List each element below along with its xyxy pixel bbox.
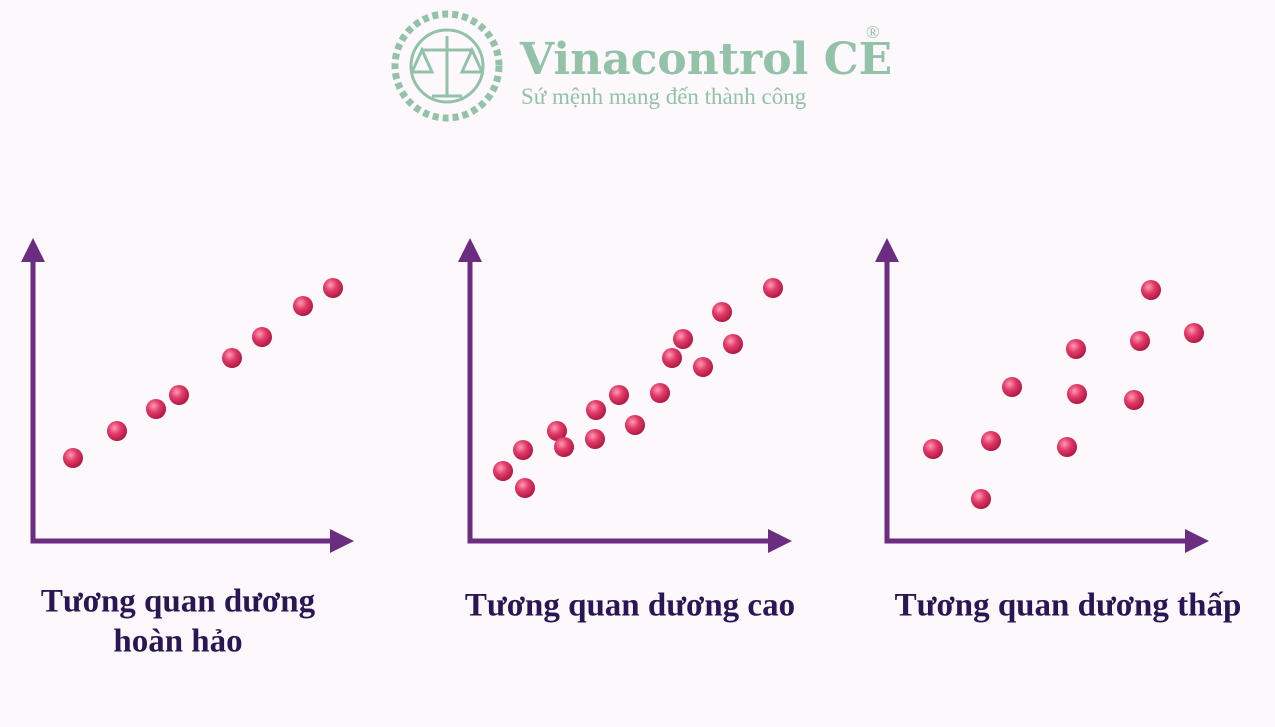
point — [222, 348, 242, 368]
point — [971, 489, 991, 509]
point — [1002, 377, 1022, 397]
point — [107, 421, 127, 441]
point — [723, 334, 743, 354]
point — [1141, 280, 1161, 300]
point — [169, 385, 189, 405]
point — [1124, 390, 1144, 410]
point — [1067, 384, 1087, 404]
x-arrow — [768, 529, 792, 553]
caption: hoàn hảo — [113, 624, 242, 660]
scatter-panel: Tương quan dương hoàn hảo — [21, 238, 354, 660]
point — [923, 439, 943, 459]
point — [712, 302, 732, 322]
axis — [30, 256, 330, 544]
point — [146, 399, 166, 419]
point — [323, 278, 343, 298]
logo-emblem — [391, 10, 503, 122]
point — [673, 329, 693, 349]
point — [493, 461, 513, 481]
point — [609, 385, 629, 405]
axis — [884, 256, 1185, 544]
x-arrow — [1185, 529, 1209, 553]
point — [547, 421, 567, 441]
point — [1184, 323, 1204, 343]
registered-mark: ® — [866, 22, 880, 42]
y-arrow — [875, 238, 899, 262]
point — [1066, 339, 1086, 359]
point — [586, 400, 606, 420]
y-arrow — [458, 238, 482, 262]
point — [585, 429, 605, 449]
scatter-panel: Tương quan dương cao — [458, 238, 795, 624]
caption: Tương quan dương cao — [465, 588, 795, 624]
y-arrow — [21, 238, 45, 262]
point — [1130, 331, 1150, 351]
caption: Tương quan dương — [41, 584, 316, 620]
caption: Tương quan dương thấp — [895, 588, 1242, 624]
tagline: Sứ mệnh mang đến thành công — [521, 84, 807, 109]
point — [252, 327, 272, 347]
point — [662, 348, 682, 368]
brand: Vinacontrol CE — [519, 34, 892, 85]
axis — [467, 256, 768, 544]
point — [515, 478, 535, 498]
scatter-panel: Tương quan dương thấp — [875, 238, 1241, 624]
point — [554, 437, 574, 457]
point — [293, 296, 313, 316]
point — [650, 383, 670, 403]
x-arrow — [330, 529, 354, 553]
point — [513, 440, 533, 460]
point — [1057, 437, 1077, 457]
point — [625, 415, 645, 435]
point — [763, 278, 783, 298]
point — [981, 431, 1001, 451]
point — [693, 357, 713, 377]
point — [63, 448, 83, 468]
